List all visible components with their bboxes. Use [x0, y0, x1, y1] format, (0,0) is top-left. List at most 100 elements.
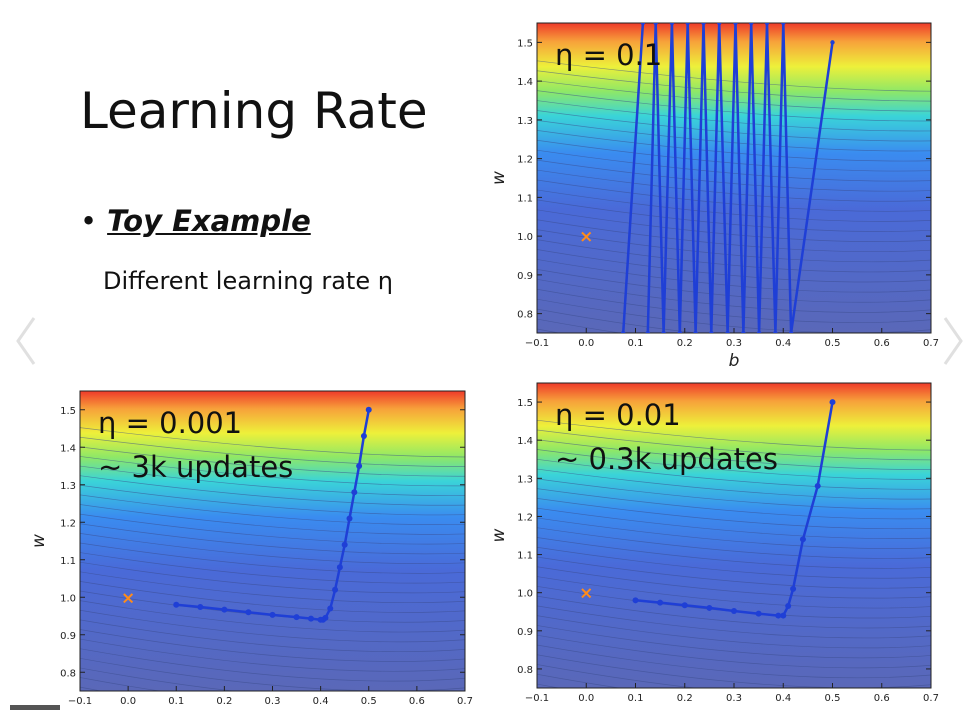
- path-point: [814, 482, 821, 489]
- y-tick-label: 1.0: [517, 589, 533, 600]
- path-point: [755, 610, 762, 617]
- path-point: [764, 23, 770, 26]
- y-tick-label: 1.2: [60, 518, 76, 529]
- path-point: [693, 330, 698, 333]
- y-tick-label: 1.1: [517, 551, 533, 562]
- path-point: [741, 330, 746, 333]
- path-point: [725, 330, 730, 333]
- x-tick-label: 0.6: [409, 696, 425, 707]
- gradient-descent-path: [646, 23, 834, 333]
- y-tick-label: 1.4: [517, 77, 533, 88]
- path-point: [785, 603, 792, 610]
- y-tick-label: 1.4: [517, 436, 533, 447]
- path-point: [632, 597, 639, 604]
- path-point: [346, 515, 353, 522]
- x-tick-label: 0.7: [923, 338, 939, 349]
- chart-annotation: η = 0.001: [98, 406, 242, 440]
- path-point: [669, 23, 675, 26]
- y-axis-label: w: [30, 534, 49, 548]
- path-point: [341, 541, 348, 548]
- path-point: [780, 612, 787, 619]
- x-tick-label: 0.7: [457, 696, 473, 707]
- x-tick-label: 0.4: [313, 696, 329, 707]
- y-tick-label: 1.0: [517, 232, 533, 243]
- contour-lines: [80, 427, 465, 691]
- y-tick-label: 0.9: [517, 271, 533, 282]
- path-point: [351, 489, 358, 496]
- bullet-subtext: Different learning rate η: [103, 267, 393, 295]
- x-tick-label: 0.2: [677, 693, 693, 704]
- x-tick-label: 0.7: [923, 693, 939, 704]
- path-point: [677, 330, 683, 333]
- path-point: [685, 23, 690, 26]
- target-marker: ×: [579, 584, 593, 604]
- chart-bottom-right: 0.8 0.9 1.0 1.1 1.2 1.3 1.4 1.5 −0.1 0.0 0.1 0.2 0.3…: [490, 382, 939, 704]
- path-point: [293, 614, 300, 621]
- x-tick-label: 0.6: [874, 338, 890, 349]
- chart-bottom-left: 0.8 0.9 1.0 1.1 1.2 1.3 1.4 1.5 −0.1 0.0 0.1 0.2 0.3…: [30, 390, 473, 707]
- path-point: [733, 23, 738, 26]
- x-tick-label: 0.0: [120, 696, 136, 707]
- path-point: [657, 599, 664, 606]
- path-point: [360, 433, 367, 439]
- path-point: [327, 605, 334, 612]
- x-tick-label: 0.5: [361, 696, 377, 707]
- y-tick-label: 1.2: [517, 155, 533, 166]
- x-tick-label: −0.1: [68, 696, 92, 707]
- path-point: [781, 23, 786, 26]
- contour-background: [537, 383, 931, 688]
- bullet-label: Toy Example: [107, 204, 311, 238]
- path-point: [701, 23, 706, 26]
- chart-annotation: η = 0.01: [555, 398, 681, 432]
- path-point: [829, 399, 836, 406]
- y-tick-label: 1.5: [517, 38, 533, 49]
- path-point: [799, 536, 806, 543]
- chart-annotation: η = 0.1: [555, 38, 662, 72]
- x-axis-label: b: [729, 351, 740, 371]
- y-tick-label: 1.5: [60, 406, 76, 417]
- path-point: [620, 330, 626, 333]
- y-tick-label: 0.8: [517, 310, 533, 321]
- chart-top-right: 0.8 0.9 1.0 1.1 1.2 1.3 1.4 1.5 −0.1 0.0 0.1 0.2 0.3…: [490, 22, 939, 371]
- x-tick-label: 0.1: [628, 693, 644, 704]
- path-point: [788, 330, 794, 333]
- prev-slide-button[interactable]: [14, 316, 38, 366]
- path-point: [245, 609, 252, 616]
- bullet-symbol: •: [80, 204, 98, 238]
- x-tick-label: −0.1: [525, 693, 549, 704]
- x-tick-label: 0.0: [578, 693, 594, 704]
- path-point: [790, 585, 797, 592]
- path-point: [308, 615, 314, 622]
- gradient-descent-path: [621, 23, 645, 333]
- y-tick-label: 1.2: [517, 512, 533, 523]
- x-tick-label: 0.2: [216, 696, 232, 707]
- chart-annotation: ~ 3k updates: [98, 450, 293, 484]
- x-tick-label: 0.1: [168, 696, 184, 707]
- next-slide-button[interactable]: [941, 316, 965, 366]
- x-tick-label: 0.6: [874, 693, 890, 704]
- path-point: [830, 40, 835, 45]
- path-point: [221, 606, 228, 613]
- path-point: [756, 330, 762, 333]
- path-point: [365, 406, 372, 413]
- y-tick-label: 0.8: [60, 668, 76, 679]
- x-tick-label: 0.5: [825, 693, 841, 704]
- path-point: [640, 23, 646, 26]
- x-tick-label: 0.3: [726, 693, 742, 704]
- path-point: [681, 602, 688, 609]
- target-marker: ×: [121, 588, 135, 608]
- y-tick-label: 1.1: [60, 556, 76, 567]
- chevron-right-icon: [943, 317, 963, 365]
- y-tick-label: 1.4: [60, 443, 76, 454]
- x-tick-label: 0.0: [578, 338, 594, 349]
- x-tick-label: 0.3: [265, 696, 281, 707]
- y-tick-label: 0.9: [60, 631, 76, 642]
- x-tick-label: 0.4: [775, 338, 791, 349]
- slide-title: Learning Rate: [80, 82, 428, 140]
- path-point: [731, 607, 737, 614]
- path-point: [332, 586, 339, 593]
- path-point: [197, 604, 204, 610]
- x-tick-label: 0.5: [825, 338, 841, 349]
- bullet-item: • Toy Example: [80, 204, 311, 238]
